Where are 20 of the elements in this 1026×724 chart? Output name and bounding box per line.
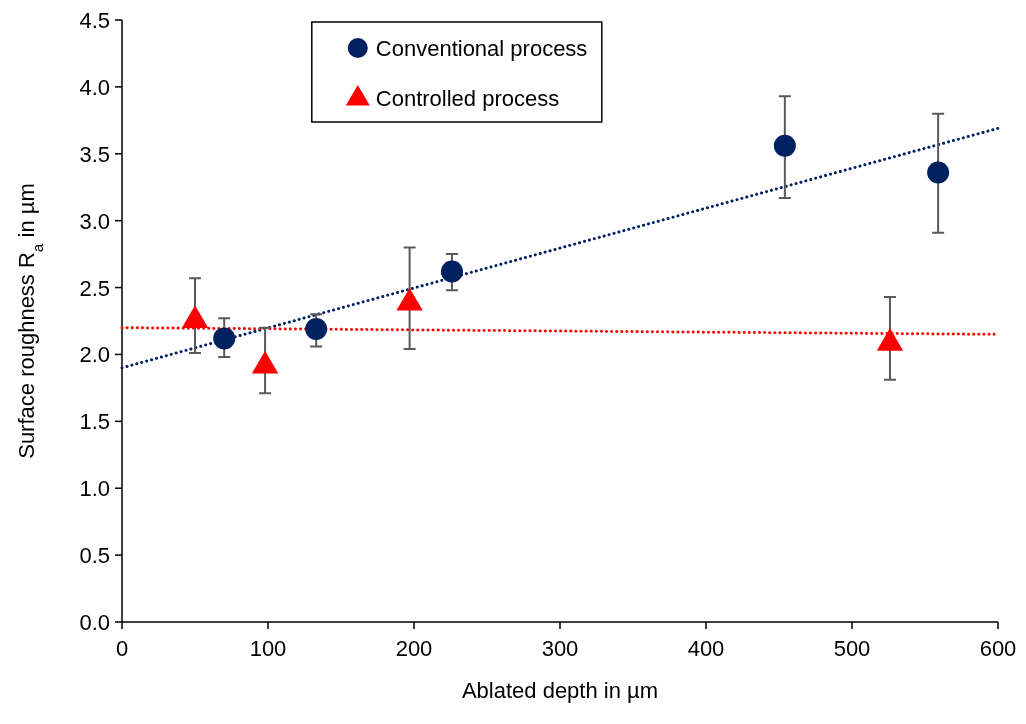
- y-tick-label: 4.5: [79, 8, 110, 33]
- x-tick-label: 0: [115, 636, 129, 661]
- x-tick-label: 100: [249, 636, 287, 661]
- x-tick-label: 300: [541, 636, 579, 661]
- y-tick-label: 4.0: [79, 74, 110, 100]
- y-tick-label: 3.5: [79, 141, 110, 167]
- y-tick-label: 2.5: [79, 275, 110, 301]
- legend-label: Controlled process: [375, 86, 560, 111]
- x-tick-label: 500: [833, 636, 871, 661]
- y-tick-label: 0.0: [79, 610, 110, 635]
- x-tick-label: 600: [979, 636, 1017, 661]
- legend-label: Conventional process: [375, 36, 588, 61]
- y-tick-label: 1.5: [79, 409, 110, 435]
- y-tick-label: 1.0: [79, 476, 110, 502]
- y-tick-label: 2.0: [79, 342, 110, 368]
- y-tick-label: 3.0: [79, 208, 110, 234]
- x-axis-title: Ablated depth in µm: [461, 678, 659, 703]
- y-tick-label: 0.5: [79, 543, 110, 569]
- x-tick-label: 400: [687, 636, 725, 661]
- x-tick-label: 200: [395, 636, 433, 661]
